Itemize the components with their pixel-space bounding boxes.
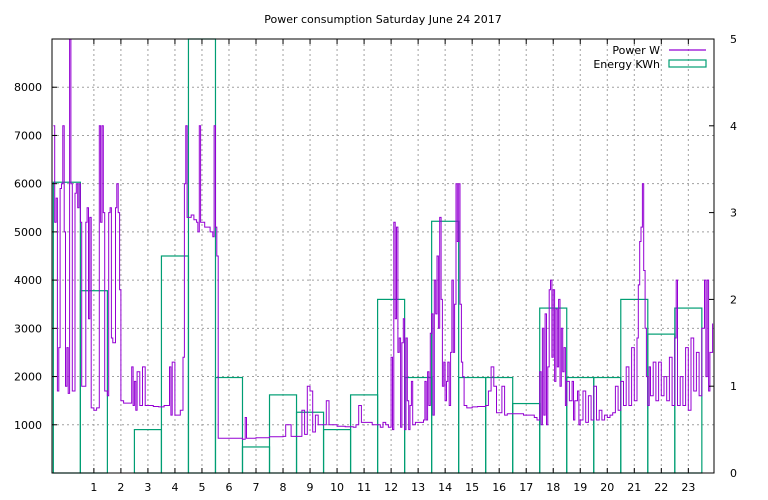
y2-tick-label: 1 (730, 380, 737, 393)
y-tick-label: 2000 (14, 371, 42, 384)
y2-tick-label: 3 (730, 207, 737, 220)
x-tick-label: 18 (546, 481, 560, 494)
y-tick-label: 1000 (14, 419, 42, 432)
y2-tick-label: 0 (730, 467, 737, 480)
x-tick-label: 20 (600, 481, 614, 494)
y-tick-label: 8000 (14, 81, 42, 94)
x-tick-label: 1 (90, 481, 97, 494)
y2-tick-label: 4 (730, 120, 737, 133)
x-tick-label: 13 (411, 481, 425, 494)
grid-lines (52, 39, 714, 473)
x-tick-label: 23 (681, 481, 695, 494)
energy-bar (322, 429, 352, 474)
chart-title: Power consumption Saturday June 24 2017 (264, 13, 501, 26)
energy-bar (268, 394, 298, 474)
power-series (53, 38, 714, 440)
y-tick-label: 4000 (14, 274, 42, 287)
y-tick-label: 5000 (14, 226, 42, 239)
x-tick-label: 17 (519, 481, 533, 494)
x-tick-label: 21 (627, 481, 641, 494)
x-tick-label: 4 (171, 481, 178, 494)
x-tick-label: 11 (357, 481, 371, 494)
power-line (53, 38, 714, 440)
legend-label-power: Power W (612, 44, 660, 57)
x-tick-label: 14 (438, 481, 452, 494)
y-tick-label: 6000 (14, 178, 42, 191)
y-tick-label: 3000 (14, 322, 42, 335)
energy-bar (349, 394, 379, 474)
legend-swatch-energy (668, 59, 707, 68)
x-tick-label: 5 (198, 481, 205, 494)
x-tick-label: 12 (384, 481, 398, 494)
x-tick-label: 8 (280, 481, 287, 494)
x-tick-label: 6 (225, 481, 232, 494)
legend: Power W Energy KWh (593, 44, 707, 71)
legend-label-energy: Energy KWh (593, 58, 660, 71)
x-tick-label: 2 (117, 481, 124, 494)
x-tick-label: 22 (654, 481, 668, 494)
y-tick-label: 7000 (14, 129, 42, 142)
y2-tick-label: 2 (730, 293, 737, 306)
plot-frame (51, 38, 715, 474)
energy-bar (133, 429, 163, 474)
x-tick-label: 3 (144, 481, 151, 494)
axis-ticks: 1 2 3 4 5 6 7 8 9 10 11 12 13 14 15 16 17 18 19 20 21 22 23100… (14, 33, 737, 494)
x-tick-label: 15 (465, 481, 479, 494)
x-tick-label: 7 (253, 481, 260, 494)
x-tick-label: 9 (307, 481, 314, 494)
energy-bar (295, 411, 325, 474)
x-tick-label: 16 (492, 481, 506, 494)
x-tick-label: 10 (330, 481, 344, 494)
y2-tick-label: 5 (730, 33, 737, 46)
energy-series (52, 38, 703, 474)
x-tick-label: 19 (573, 481, 587, 494)
